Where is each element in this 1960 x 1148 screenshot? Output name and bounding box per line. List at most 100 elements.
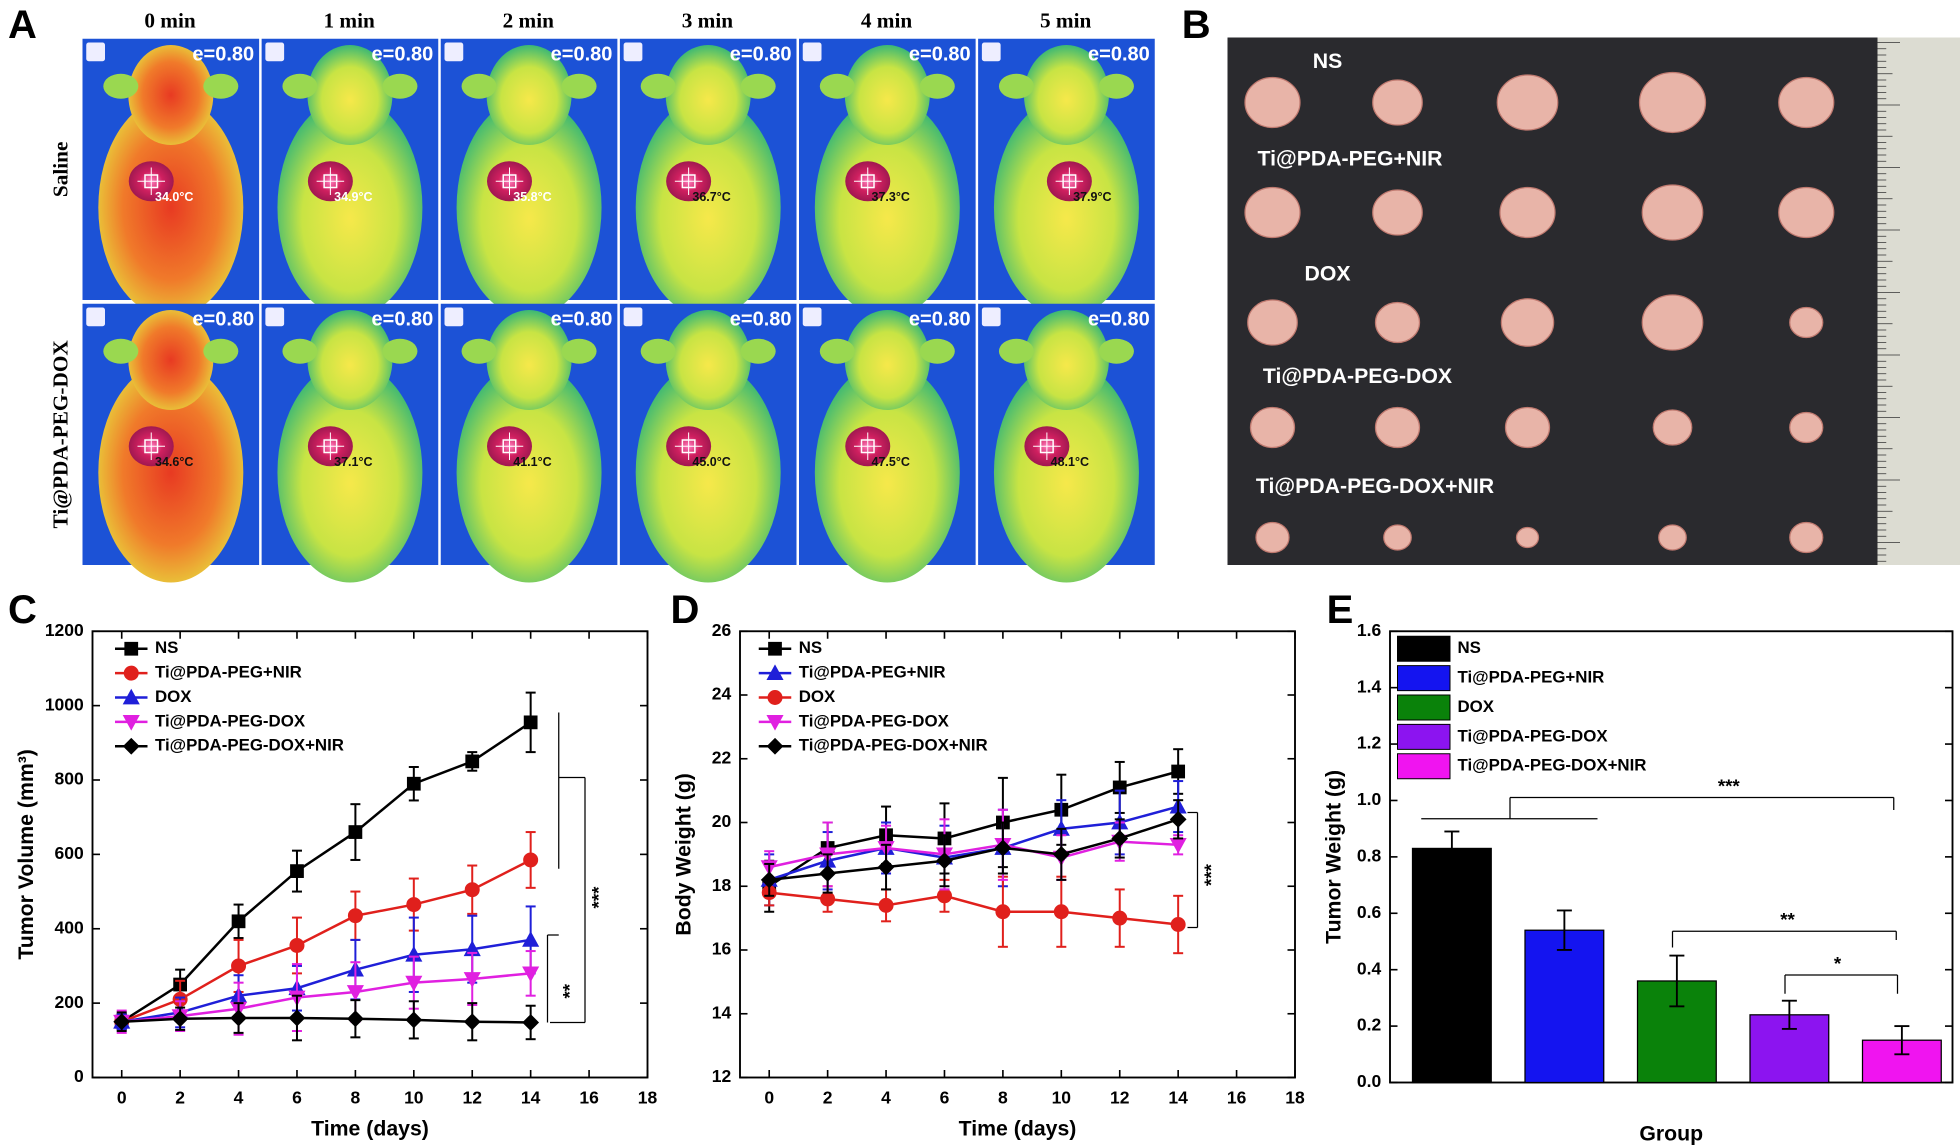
emissivity-label: e=0.80 — [372, 308, 434, 330]
legend-marker — [122, 688, 140, 705]
y-tick-label: 24 — [712, 684, 732, 704]
temperature-label: 36.7°C — [692, 190, 730, 204]
tumor — [1658, 524, 1687, 551]
panel-label: D — [671, 588, 700, 632]
thermometer-icon — [86, 42, 106, 62]
legend-label: Ti@PDA-PEG+NIR — [799, 663, 946, 682]
time-label: 3 min — [682, 8, 734, 32]
marker — [230, 1009, 247, 1027]
y-tick-label: 26 — [712, 620, 732, 640]
mouse-body — [993, 97, 1139, 318]
legend-swatch — [1396, 723, 1451, 750]
emissivity-label: e=0.80 — [372, 43, 434, 65]
legend-swatch — [1396, 694, 1451, 721]
x-tick-label: 6 — [292, 1087, 302, 1107]
temperature-label: 41.1°C — [513, 455, 551, 469]
tumor — [1500, 298, 1555, 347]
emissivity-label: e=0.80 — [551, 308, 613, 330]
thermometer-icon — [981, 307, 1001, 327]
x-tick-label: 10 — [404, 1087, 424, 1107]
legend-marker — [767, 689, 783, 705]
marker — [288, 1009, 306, 1027]
mouse-body — [456, 97, 602, 318]
group-label: NS — [1313, 49, 1343, 73]
mouse-ear — [203, 338, 239, 364]
y-axis-title: Tumor Weight (g) — [1322, 770, 1346, 944]
group-label: Ti@PDA-PEG-DOX — [1263, 364, 1452, 388]
panel-label: C — [8, 588, 37, 632]
mouse-head — [486, 310, 572, 410]
thermometer-icon — [265, 307, 285, 327]
thermometer-icon — [444, 307, 464, 327]
mouse-body — [635, 97, 781, 318]
thermometer-icon — [444, 42, 464, 62]
emissivity-label: e=0.80 — [192, 308, 254, 330]
mouse-body — [277, 97, 423, 318]
tumor — [1515, 526, 1540, 549]
marker — [171, 1010, 189, 1028]
tumor — [1789, 411, 1824, 444]
mouse-ear — [461, 73, 497, 99]
mouse-head — [1023, 45, 1109, 145]
y-tick-label: 0 — [74, 1066, 84, 1086]
tumor — [1374, 406, 1421, 449]
mouse-ear — [561, 338, 597, 364]
mouse-body — [98, 362, 244, 583]
y-tick-label: 0.2 — [1357, 1015, 1382, 1035]
mouse-body — [456, 362, 602, 583]
mouse-ear — [640, 338, 676, 364]
legend-label: Ti@PDA-PEG+NIR — [155, 663, 302, 682]
mouse-head — [844, 310, 930, 410]
y-tick-label: 200 — [55, 992, 84, 1012]
y-tick-label: 1.4 — [1357, 676, 1382, 696]
mouse-body — [814, 362, 960, 583]
legend-label: NS — [799, 638, 822, 657]
marker — [464, 882, 480, 898]
legend-label: Ti@PDA-PEG-DOX+NIR — [799, 736, 988, 755]
thermometer-icon — [265, 42, 285, 62]
x-tick-label: 0 — [117, 1087, 127, 1107]
y-tick-label: 600 — [55, 843, 84, 863]
mouse-ear — [998, 73, 1034, 99]
y-tick-label: 18 — [712, 875, 732, 895]
time-label: 5 min — [1040, 8, 1092, 32]
thermometer-icon — [86, 307, 106, 327]
mouse-ear — [819, 338, 855, 364]
marker — [878, 897, 894, 913]
x-tick-label: 12 — [463, 1087, 483, 1107]
photo-background — [1227, 37, 1878, 565]
marker — [522, 1014, 540, 1031]
y-tick-label: 20 — [712, 811, 732, 831]
thermometer-icon — [802, 307, 822, 327]
emissivity-label: e=0.80 — [1088, 308, 1150, 330]
x-tick-label: 18 — [638, 1087, 658, 1107]
mouse-ear — [103, 338, 139, 364]
mouse-body — [277, 362, 423, 583]
legend-marker — [766, 737, 784, 755]
legend-label: Ti@PDA-PEG-DOX — [1458, 726, 1609, 745]
legend-label: DOX — [1458, 697, 1495, 716]
mouse-ear — [819, 73, 855, 99]
legend-swatch — [1396, 665, 1451, 692]
emissivity-label: e=0.80 — [909, 43, 971, 65]
mouse-head — [486, 45, 572, 145]
marker — [1169, 810, 1187, 828]
tumor — [1247, 299, 1298, 346]
tumor — [1778, 186, 1835, 239]
legend-marker — [122, 737, 140, 755]
mouse-head — [128, 310, 214, 410]
marker — [347, 1010, 364, 1028]
panel-label: A — [8, 3, 37, 47]
series-line — [769, 891, 1179, 926]
temperature-label: 37.3°C — [872, 190, 910, 204]
mouse-ear — [561, 73, 597, 99]
marker — [877, 858, 895, 876]
bar — [1411, 847, 1492, 1084]
marker — [231, 958, 247, 974]
x-tick-label: 4 — [881, 1087, 891, 1107]
x-axis-title: Group — [1639, 1122, 1703, 1146]
group-label: DOX — [1304, 262, 1350, 286]
y-tick-label: 0.0 — [1357, 1071, 1382, 1091]
group-label: Ti@PDA-PEG-DOX+NIR — [1256, 474, 1494, 498]
